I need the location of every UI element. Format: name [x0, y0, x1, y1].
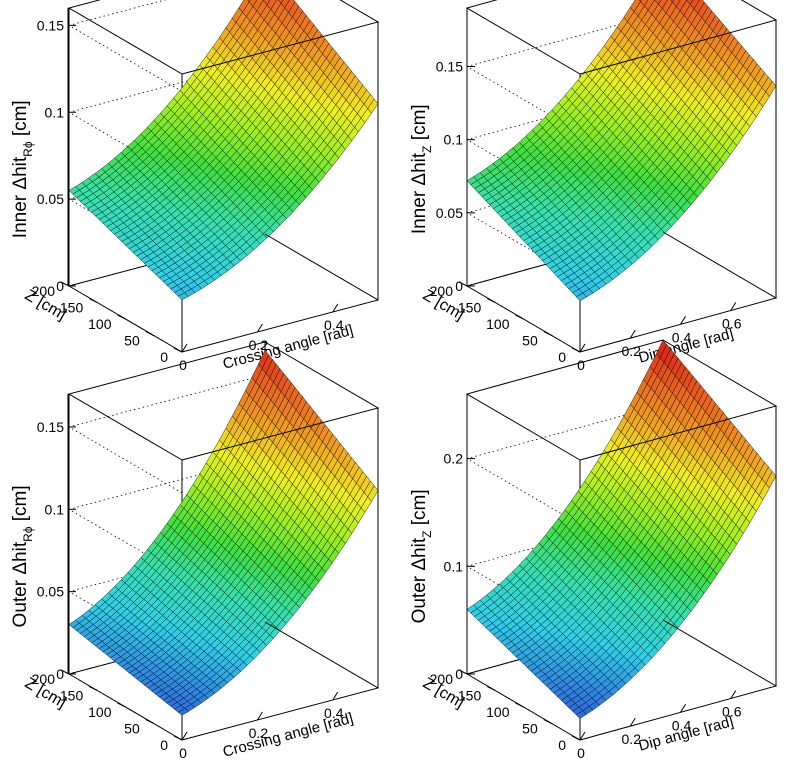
y-tick-label: 150 — [60, 300, 84, 316]
z-tick-label: 0.1 — [45, 104, 65, 120]
x-tick-label: 0 — [179, 745, 187, 761]
x-tick-label: 0 — [577, 357, 585, 373]
surface-cell — [686, 0, 694, 5]
z-axis: 0 0.05 0.1 0.15 Inner ΔhitZ [cm] — [409, 8, 475, 294]
surface-mesh — [68, 349, 379, 716]
z-tick-label: 0.2 — [444, 451, 464, 467]
x-axis-title: Crossing angle [rad] — [221, 710, 355, 761]
y-tick-label: 50 — [124, 333, 140, 349]
z-tick-label: 0.15 — [436, 59, 463, 75]
x-tick-label: 0.2 — [249, 725, 269, 741]
panel-inner-hit-z: 0 0.05 0.1 0.15 Inner ΔhitZ [cm] 0 50 100150200… — [409, 0, 778, 373]
z-tick-label: 0 — [455, 278, 463, 294]
z-tick-label: 0.15 — [37, 419, 64, 435]
z-tick-label: 0.05 — [37, 584, 64, 600]
surface-cell — [670, 0, 675, 3]
x-tick-label: 0.4 — [324, 317, 344, 333]
z-tick-label: 0 — [455, 666, 463, 682]
y-tick-label: 50 — [522, 721, 538, 737]
y-tick-label: 100 — [88, 704, 112, 720]
z-tick-label: 0.05 — [37, 191, 64, 207]
x-tick-label: 0.2 — [249, 337, 269, 353]
surface-cell — [247, 0, 251, 3]
x-tick-label: 0.6 — [722, 703, 742, 719]
y-tick-label: 200 — [32, 283, 56, 299]
axis-box-front — [579, 0, 778, 353]
z-axis-title: Outer ΔhitZ [cm] — [409, 489, 434, 623]
y-tick-label: 150 — [60, 688, 84, 704]
surface-cell — [248, 0, 258, 7]
y-tick-label: 0 — [160, 349, 168, 365]
x-tick-label: 0.2 — [622, 731, 642, 747]
x-tick-label: 0.4 — [672, 717, 692, 733]
y-tick-label: 0 — [558, 349, 566, 365]
z-axis: 0 0.1 0.2 Outer ΔhitZ [cm] — [409, 394, 475, 682]
axis-box-front — [579, 339, 778, 741]
x-tick-label: 0.6 — [722, 315, 742, 331]
y-tick-label: 100 — [88, 316, 112, 332]
surface-cell — [640, 0, 649, 7]
z-tick-label: 0.15 — [37, 17, 64, 33]
z-axis-title: Inner ΔhitZ [cm] — [409, 104, 434, 234]
panel-inner-hit-rphi: 0 0.05 0.1 0.15 Inner ΔhitRϕ [cm] 0 50 10015020… — [10, 0, 380, 373]
y-tick-label: 150 — [458, 688, 482, 704]
surface-cell — [654, 0, 662, 5]
x-axis-title: Crossing angle [rad] — [221, 322, 355, 373]
y-tick-label: 150 — [458, 300, 482, 316]
surface-cell — [672, 0, 681, 8]
z-axis-title: Inner ΔhitRϕ [cm] — [10, 100, 35, 238]
z-tick-label: 0.1 — [444, 132, 464, 148]
surface-cell — [765, 471, 777, 489]
y-tick-label: 200 — [430, 671, 454, 687]
panel-outer-hit-rphi: 0 0.05 0.1 0.15 Outer ΔhitRϕ [cm] 0 50 10015020… — [10, 341, 380, 761]
y-tick-label: 100 — [486, 316, 510, 332]
surface-mesh — [466, 339, 777, 719]
surface-cell — [765, 80, 777, 97]
axis-box-front — [181, 341, 380, 741]
axis-box-front — [181, 0, 380, 353]
z-tick-label: 0.1 — [444, 558, 464, 574]
surface-cell — [367, 485, 379, 502]
y-tick-label: 100 — [486, 704, 510, 720]
y-tick-label: 200 — [32, 671, 56, 687]
z-axis: 0 0.05 0.1 0.15 Inner ΔhitRϕ [cm] — [10, 8, 76, 294]
y-tick-label: 50 — [124, 721, 140, 737]
surface-cell — [367, 98, 379, 114]
surface-cell — [262, 0, 271, 6]
surface-mesh — [466, 0, 777, 302]
y-tick-label: 0 — [160, 737, 168, 753]
z-tick-label: 0 — [56, 666, 64, 682]
x-tick-label: 0 — [577, 745, 585, 761]
x-tick-label: 0.4 — [324, 705, 344, 721]
y-tick-label: 200 — [430, 283, 454, 299]
z-tick-label: 0 — [56, 278, 64, 294]
z-axis: 0 0.05 0.1 0.15 Outer ΔhitRϕ [cm] — [10, 394, 76, 682]
y-tick-label: 0 — [558, 737, 566, 753]
z-axis-title: Outer ΔhitRϕ [cm] — [10, 485, 35, 627]
z-tick-label: 0.05 — [436, 205, 463, 221]
x-tick-label: 0.4 — [672, 329, 692, 345]
surface-cell — [638, 0, 642, 2]
surface-mesh — [68, 0, 379, 301]
z-tick-label: 0.1 — [45, 501, 65, 517]
surface-cell — [278, 0, 284, 4]
x-tick-label: 0 — [179, 357, 187, 373]
y-tick-label: 50 — [522, 333, 538, 349]
